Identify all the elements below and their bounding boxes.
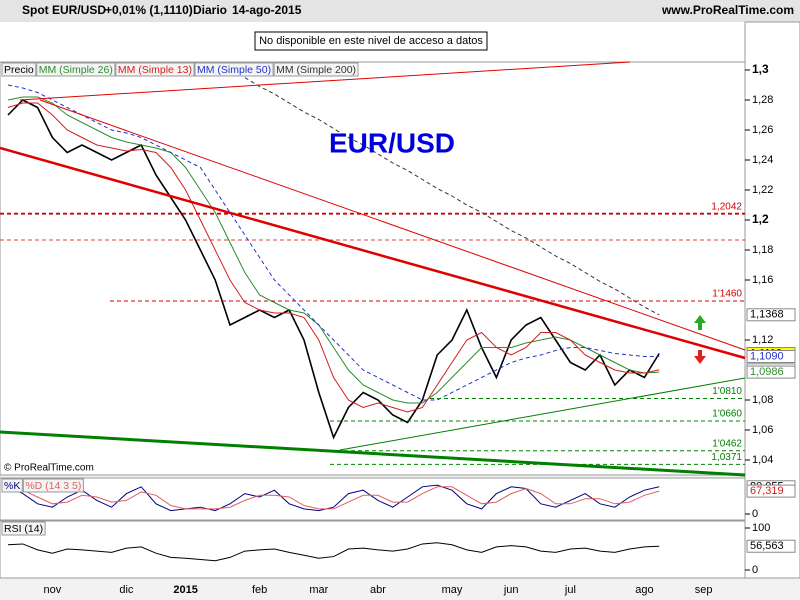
price-label: 56,563 <box>750 540 784 552</box>
legend-box <box>115 62 195 77</box>
x-tick-label: jun <box>503 584 519 596</box>
trendline <box>19 61 631 101</box>
legend-label: %K <box>4 480 20 492</box>
price-label-box <box>746 350 796 363</box>
y-tick-label: 1,3 <box>752 62 769 76</box>
series-line <box>8 486 660 510</box>
x-tick-label: feb <box>252 584 267 596</box>
level-label: 1,0371 <box>711 452 742 463</box>
level-label: 1'0462 <box>712 438 742 449</box>
price-label: 1,0986 <box>750 366 784 378</box>
legend-label: MM (Simple 26) <box>39 64 113 76</box>
legend-box <box>22 478 84 493</box>
notice: No disponible en este nivel de acceso a … <box>259 35 483 47</box>
series-line <box>7 102 660 413</box>
series-line <box>7 96 660 404</box>
y-tick-label: 1,22 <box>752 184 773 196</box>
level-label: 1'1460 <box>712 289 742 300</box>
price-label: 67,319 <box>750 485 784 497</box>
y-tick-label: 1,24 <box>752 154 773 166</box>
y-tick-label: 1,28 <box>752 94 773 106</box>
x-tick-label: nov <box>44 584 62 596</box>
change: +0,01% (1,1110) <box>105 3 193 17</box>
trendline <box>0 146 746 360</box>
x-tick-label: abr <box>370 584 386 596</box>
x-tick-label: 2015 <box>173 584 197 596</box>
header-bar <box>0 0 800 22</box>
y-tick-label: 1,08 <box>752 394 773 406</box>
x-tick-label: ago <box>635 584 653 596</box>
chart-title: EUR/USD <box>329 127 455 158</box>
level-label: 1'0810 <box>712 386 742 397</box>
y-tick-label: 1,16 <box>752 274 773 286</box>
y-tick-label: 100 <box>752 522 770 534</box>
up-arrow <box>694 315 706 330</box>
x-tick-label: dic <box>119 584 134 596</box>
trendline <box>39 99 746 351</box>
legend-box <box>36 62 116 77</box>
legend-box <box>1 521 46 536</box>
price-label-box <box>746 484 796 498</box>
main-panel <box>0 61 746 476</box>
trendline <box>0 430 746 477</box>
y-tick-label: 0 <box>752 508 758 520</box>
price-label: 1,1090 <box>750 350 784 362</box>
level-label: 1,2042 <box>711 201 742 212</box>
y-tick-label: 1,04 <box>752 454 773 466</box>
x-tick-label: may <box>442 584 463 596</box>
legend-box <box>273 62 359 77</box>
legend-label: MM (Simple 13) <box>118 64 192 76</box>
main-plot <box>7 77 660 440</box>
y-tick-label: 1,2 <box>752 212 769 226</box>
legend-label: MM (Simple 50) <box>197 64 271 76</box>
price-label-box <box>746 365 796 379</box>
x-tick-label: jul <box>564 584 576 596</box>
copyright: © ProRealTime.com <box>4 463 94 474</box>
y-tick-label: 1,06 <box>752 424 773 436</box>
legend-box <box>194 62 274 77</box>
y-tick-label: 0 <box>752 564 758 576</box>
price-label-box <box>746 308 796 322</box>
notice-box <box>254 31 488 51</box>
down-arrow <box>694 350 706 364</box>
legend-label: Precio <box>4 64 34 76</box>
series-line <box>7 84 660 401</box>
series-line <box>7 542 660 562</box>
price-label-box <box>746 539 796 553</box>
legend-label: %D (14 3 5) <box>25 480 81 492</box>
legend-label: MM (Simple 200) <box>276 64 356 76</box>
y-tick-label: 1,12 <box>752 334 773 346</box>
legend-box <box>1 62 37 77</box>
instrument: Spot EUR/USD <box>22 3 106 17</box>
period: Diario <box>193 3 227 17</box>
date: 14-ago-2015 <box>232 3 302 17</box>
trendline <box>339 377 746 451</box>
series-line <box>7 484 660 512</box>
stoch-panel <box>0 477 746 521</box>
y-tick-label: 1,26 <box>752 124 773 136</box>
site: www.ProRealTime.com <box>661 3 794 17</box>
level-label: 1'0660 <box>712 409 742 420</box>
legend-box <box>1 478 23 493</box>
price-label: 1,1368 <box>750 309 784 321</box>
series-line <box>244 77 660 316</box>
y-tick-label: 1,18 <box>752 244 773 256</box>
x-tick-label: mar <box>309 584 328 596</box>
x-tick-label: sep <box>695 584 713 596</box>
legend-label: RSI (14) <box>4 523 43 535</box>
